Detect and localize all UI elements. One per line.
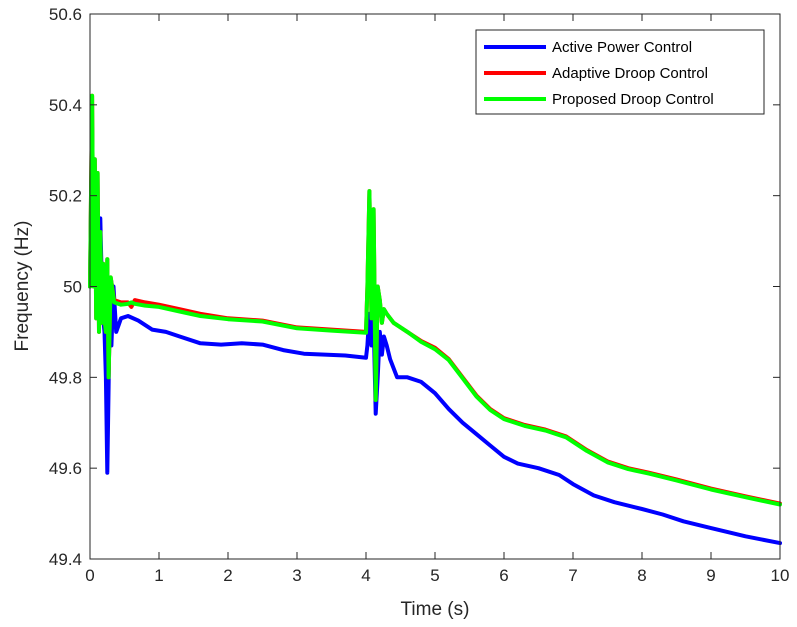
- x-tick-label: 8: [637, 566, 646, 585]
- axis-ticks: 0 1 2 3 4 5 6 7 8 9 10 49.4 49.6 49.8 50 50.2 50.4 50.6: [49, 5, 790, 585]
- x-tick-label: 3: [292, 566, 301, 585]
- y-tick-label: 50.4: [49, 96, 82, 115]
- x-tick-label: 5: [430, 566, 439, 585]
- legend-label-2: Adaptive Droop Control: [552, 65, 708, 82]
- y-tick-label: 49.6: [49, 459, 82, 478]
- x-tick-label: 1: [154, 566, 163, 585]
- legend: Active Power Control Adaptive Droop Contr…: [475, 29, 765, 115]
- series-line-2: [88, 93, 782, 506]
- legend-label-1: Active Power Control: [552, 39, 692, 56]
- x-tick-label: 2: [223, 566, 232, 585]
- x-tick-label: 7: [568, 566, 577, 585]
- legend-label-3: Proposed Droop Control: [552, 91, 714, 108]
- y-tick-label: 49.8: [49, 368, 82, 387]
- y-tick-label: 49.4: [49, 550, 82, 569]
- y-tick-label: 50.6: [49, 5, 82, 24]
- y-tick-label: 50: [63, 278, 82, 297]
- y-axis-label: Frequency (Hz): [12, 221, 33, 352]
- series-line-3: [88, 93, 782, 507]
- x-tick-label: 4: [361, 566, 370, 585]
- x-tick-label: 9: [706, 566, 715, 585]
- y-tick-label: 50.2: [49, 187, 82, 206]
- x-tick-label: 0: [85, 566, 94, 585]
- x-tick-label: 6: [499, 566, 508, 585]
- series-layer: [88, 93, 782, 546]
- x-tick-label: 10: [771, 566, 790, 585]
- x-axis-label: Time (s): [401, 599, 470, 620]
